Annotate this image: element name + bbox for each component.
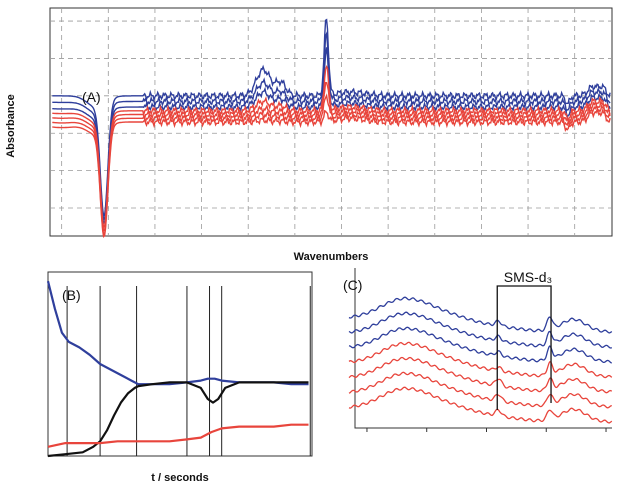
panel-c-ticks (366, 428, 607, 432)
panel-c-frame (354, 268, 612, 429)
panel-c: (C) SMS-d₃ (343, 268, 613, 432)
panel-b-event-lines (66, 286, 311, 456)
panel-a-xlabel: Wavenumbers (294, 251, 369, 263)
panel-a-label: (A) (82, 89, 101, 105)
panel-a-ylabel: Absorbance (5, 94, 17, 158)
panel-a-spectrum-line (52, 93, 611, 236)
panel-c-spectrum-line (348, 311, 613, 349)
panel-a-spectrum-line (52, 47, 611, 225)
panel-a-spectrum-line (52, 18, 611, 217)
panel-b-series-line (47, 381, 309, 458)
panel-c-spectrum-line (348, 296, 613, 334)
panel-a-spectrum-line (52, 81, 611, 232)
panel-c-spectrum-line (348, 371, 612, 409)
panel-b-xlabel: t / seconds (151, 472, 208, 484)
panel-a-series (52, 18, 611, 238)
panel-c-series (348, 296, 613, 424)
panel-b-series-line (47, 423, 309, 448)
panel-a: (A) Wavenumbers Absorbance (5, 7, 613, 263)
panel-a-frame (49, 7, 613, 237)
panel-a-spectrum-line (52, 30, 611, 221)
panel-b-series-line (46, 280, 309, 386)
panel-a-spectrum-line (52, 64, 611, 229)
panel-c-sms-bracket (496, 285, 552, 410)
panel-c-label: (C) (343, 277, 362, 293)
panel-c-spectrum-line (348, 341, 613, 379)
panel-c-spectrum-line (348, 386, 613, 424)
panel-c-spectrum-line (348, 356, 613, 394)
panel-a-spectrum-line (52, 107, 611, 238)
panel-c-spectrum-line (348, 326, 613, 364)
panel-b-series (46, 280, 309, 458)
panel-c-box-label: SMS-d₃ (504, 269, 553, 285)
panel-b-frame (47, 271, 313, 457)
panel-b-label: (B) (62, 287, 81, 303)
panel-b: (B) t / seconds (46, 271, 313, 484)
panel-c-sms-box (496, 285, 552, 410)
